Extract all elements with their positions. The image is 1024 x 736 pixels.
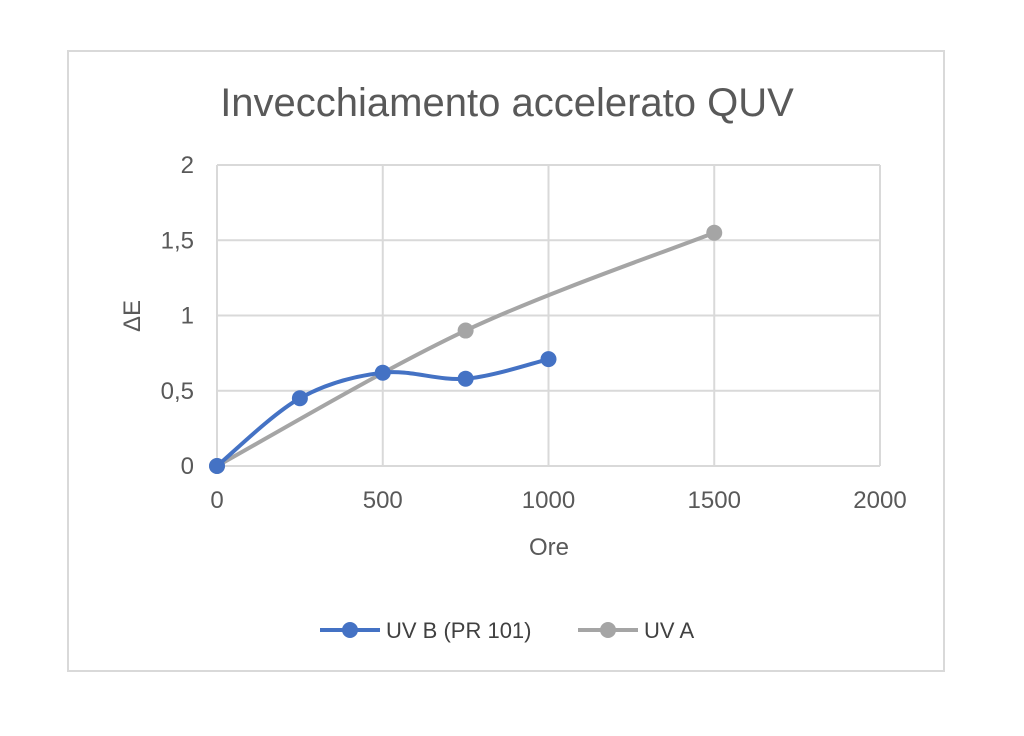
x-tick-label: 500 (363, 487, 403, 514)
y-tick-label: 1 (181, 303, 194, 330)
legend-label-uv-a: UV A (644, 618, 694, 643)
legend-label-uv-b-pr-101: UV B (PR 101) (386, 618, 532, 643)
y-axis-ticks: 0 0,5 1 1,5 2 (161, 152, 194, 480)
data-point-uv-b-pr-101 (457, 370, 474, 387)
legend-swatch-marker-uv-b-pr-101 (342, 622, 358, 638)
y-tick-label: 1,5 (161, 227, 194, 254)
y-tick-label: 0 (181, 453, 194, 480)
y-tick-label: 0,5 (161, 378, 194, 405)
x-tick-label: 1000 (522, 487, 575, 514)
y-axis-label: ΔE (119, 300, 146, 332)
data-point-uv-b-pr-101 (540, 351, 557, 368)
x-tick-label: 1500 (688, 487, 741, 514)
chart-frame (67, 50, 945, 672)
gridlines (216, 164, 881, 467)
x-tick-label: 2000 (853, 487, 906, 514)
legend-swatch-marker-uv-a (600, 622, 616, 638)
legend: UV B (PR 101) UV A (320, 618, 694, 643)
data-point-uv-a (706, 224, 723, 241)
chart-title: Invecchiamento accelerato QUV (220, 81, 794, 125)
series-line-uv-a (215, 230, 717, 468)
x-axis-label: Ore (529, 534, 569, 561)
data-point-uv-b-pr-101 (291, 390, 308, 407)
x-axis-ticks: 0 500 1000 1500 2000 (210, 487, 906, 514)
data-point-uv-b-pr-101 (374, 364, 391, 381)
y-tick-label: 2 (181, 152, 194, 179)
data-point-uv-b-pr-101 (209, 458, 225, 474)
data-point-uv-a (457, 322, 474, 339)
series-layer (209, 224, 723, 474)
x-tick-label: 0 (210, 487, 223, 514)
